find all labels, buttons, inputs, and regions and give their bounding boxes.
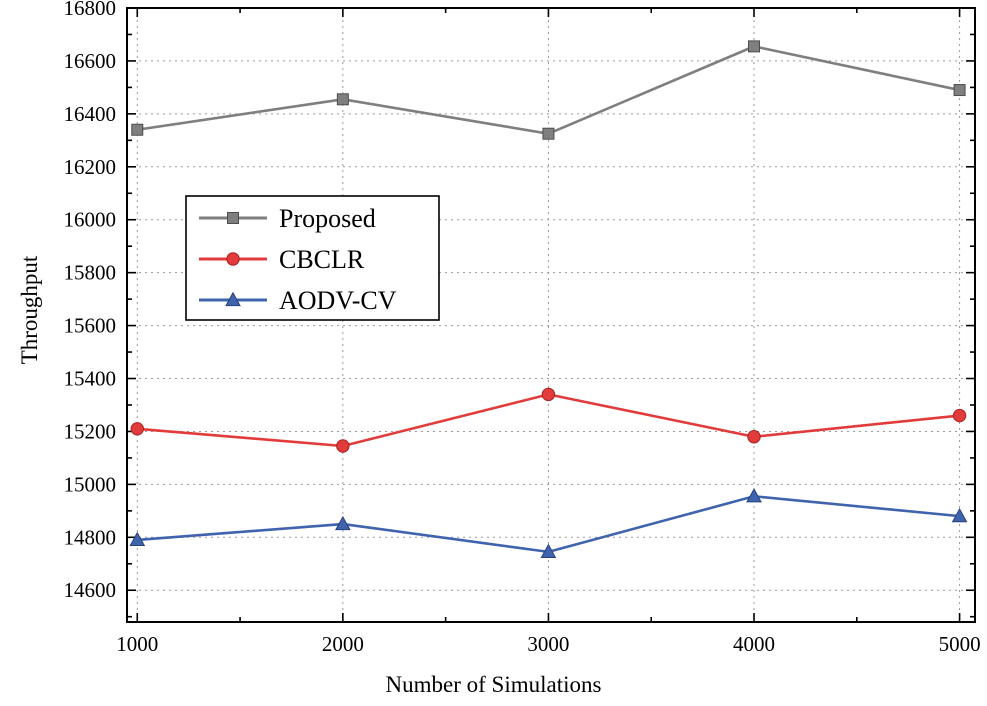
series-cbclr	[130, 387, 967, 453]
svg-text:16800: 16800	[64, 0, 117, 20]
svg-text:4000: 4000	[733, 632, 775, 656]
svg-text:15000: 15000	[64, 472, 117, 496]
svg-text:14800: 14800	[64, 525, 117, 549]
legend-entry-cbclr: CBCLR	[199, 245, 365, 274]
x-axis-title: Number of Simulations	[385, 672, 602, 697]
svg-text:14600: 14600	[64, 578, 117, 602]
svg-text:15400: 15400	[64, 367, 117, 391]
svg-text:15600: 15600	[64, 314, 117, 338]
axis-ticks	[127, 7, 975, 622]
svg-text:Proposed: Proposed	[279, 204, 376, 233]
axis-frame	[126, 7, 976, 623]
series-proposed	[131, 40, 966, 140]
y-tick-labels: 14600 14800 15000 15200 15400 15600 15800 16000…	[64, 0, 117, 602]
x-tick-labels: 1000 2000 3000 4000 5000	[116, 632, 980, 656]
legend-entry-proposed: Proposed	[199, 204, 376, 233]
svg-text:5000: 5000	[939, 632, 981, 656]
y-axis-title: Throughput	[17, 255, 42, 365]
svg-text:2000: 2000	[322, 632, 364, 656]
svg-text:16400: 16400	[64, 102, 117, 126]
legend: Proposed CBCLR AODV-CV	[185, 195, 440, 321]
svg-text:AODV-CV: AODV-CV	[279, 286, 397, 315]
svg-text:CBCLR: CBCLR	[279, 245, 365, 274]
svg-text:16200: 16200	[64, 155, 117, 179]
svg-text:16600: 16600	[64, 49, 117, 73]
svg-text:1000: 1000	[116, 632, 158, 656]
svg-text:15200: 15200	[64, 419, 117, 443]
legend-entry-aodv-cv: AODV-CV	[199, 286, 397, 315]
series-aodv-cv	[129, 488, 968, 558]
svg-text:3000: 3000	[527, 632, 569, 656]
svg-text:15800: 15800	[64, 261, 117, 285]
svg-text:16000: 16000	[64, 208, 117, 232]
